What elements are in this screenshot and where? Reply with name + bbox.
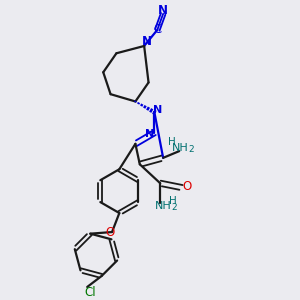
Text: H: H (168, 137, 176, 147)
Text: NH: NH (172, 142, 189, 153)
Text: N: N (153, 105, 162, 115)
Text: NH: NH (155, 201, 172, 211)
Text: N: N (142, 35, 152, 48)
Text: Cl: Cl (84, 286, 96, 299)
Text: O: O (105, 226, 114, 238)
Text: C: C (153, 23, 161, 36)
Text: N: N (158, 4, 168, 17)
Text: H: H (169, 196, 176, 206)
Text: O: O (182, 180, 191, 193)
Text: N: N (146, 129, 154, 139)
Text: 2: 2 (171, 203, 177, 212)
Text: 2: 2 (189, 145, 194, 154)
